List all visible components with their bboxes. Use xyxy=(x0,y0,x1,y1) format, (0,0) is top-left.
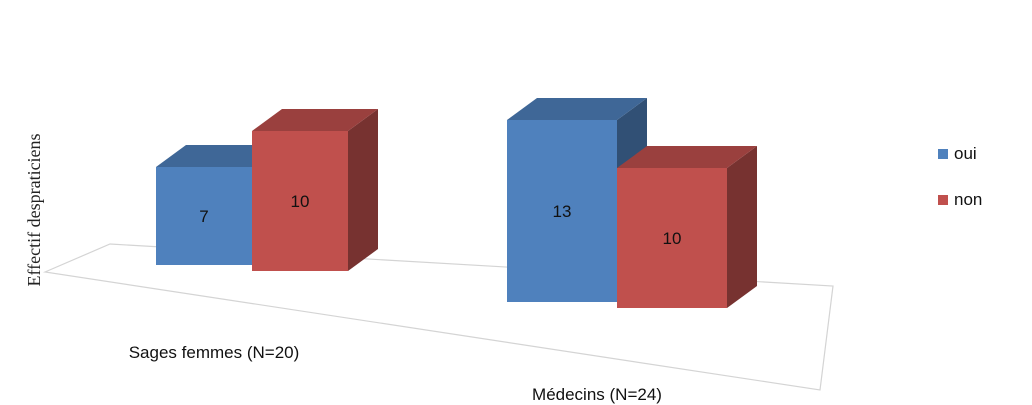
legend-swatch-oui xyxy=(938,149,948,159)
y-axis-label: Effectif despraticiens xyxy=(24,133,44,286)
legend: oui non xyxy=(938,144,982,209)
legend-label-oui: oui xyxy=(954,144,977,163)
category-label-medecins: Médecins (N=24) xyxy=(532,385,662,404)
data-label-oui-medecins: 13 xyxy=(553,202,572,221)
bars-layer: 7 10 13 10 xyxy=(156,98,757,308)
data-label-non-sages-femmes: 10 xyxy=(291,192,310,211)
category-label-sages-femmes: Sages femmes (N=20) xyxy=(129,343,300,362)
data-label-non-medecins: 10 xyxy=(663,229,682,248)
bar-side-non-medecins xyxy=(727,146,757,308)
bar-side-non-sages-femmes xyxy=(348,109,378,271)
legend-swatch-non xyxy=(938,195,948,205)
legend-label-non: non xyxy=(954,190,982,209)
data-label-oui-sages-femmes: 7 xyxy=(199,207,208,226)
